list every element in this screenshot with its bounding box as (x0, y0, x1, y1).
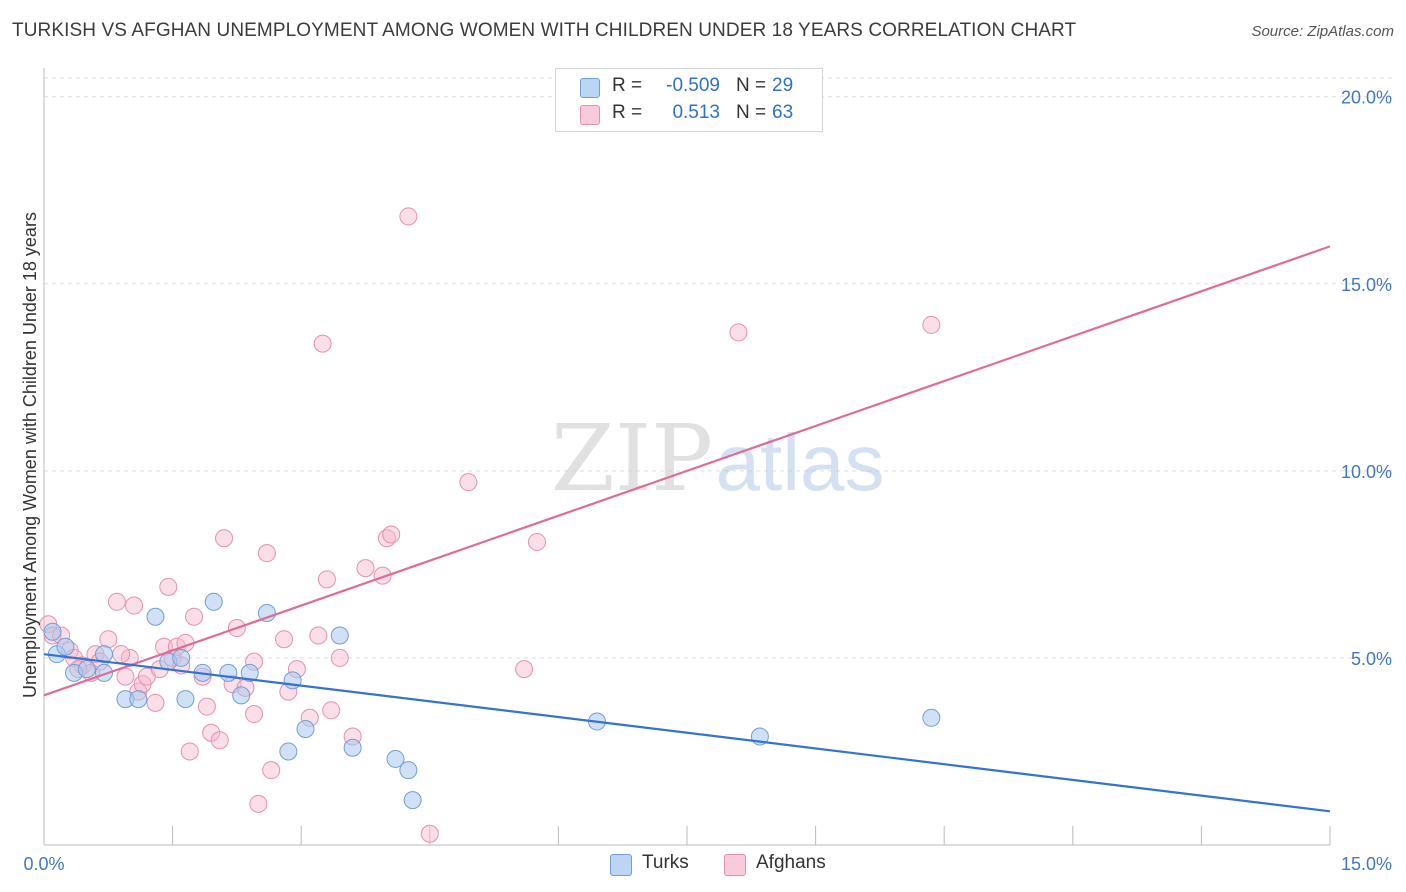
afghans-point (112, 645, 131, 664)
afghans-point (125, 596, 144, 615)
afghans-point (729, 323, 748, 342)
turks-point (240, 663, 259, 682)
trend-lines (43, 245, 1331, 813)
turks-point (219, 663, 238, 682)
y-tick-label: 15.0% (1341, 275, 1392, 295)
turks-point (43, 622, 62, 641)
afghans-swatch (580, 105, 600, 125)
afghans-trend-line (43, 245, 1331, 697)
afghans-point (159, 577, 178, 596)
turks-point (296, 720, 315, 739)
turks-n-value: 29 (772, 75, 794, 96)
afghans-point (99, 630, 118, 649)
chart-title: TURKISH VS AFGHAN UNEMPLOYMENT AMONG WOM… (12, 20, 1077, 41)
afghans-point (180, 742, 199, 761)
afghans-point (317, 570, 336, 589)
afghans-point (373, 566, 392, 585)
x-tick-labels: 0.0% 15.0% (23, 854, 1392, 874)
turks-point (95, 645, 114, 664)
turks-point (922, 708, 941, 727)
correlation-legend: R = -0.509 N = 29 R = 0.513 N = 63 (555, 68, 823, 132)
afghans-point (922, 315, 941, 334)
afghans-point (399, 207, 418, 226)
turks-point (386, 749, 405, 768)
turks-point (172, 648, 191, 667)
afghans-point (116, 667, 135, 686)
afghans-point (185, 607, 204, 626)
afghans-point (262, 761, 281, 780)
afghans-point (356, 559, 375, 578)
afghans-point (107, 592, 126, 611)
turks-point (399, 761, 418, 780)
turks-point (330, 626, 349, 645)
y-axis-label: Unemployment Among Women with Children U… (20, 212, 40, 698)
turks-point (176, 690, 195, 709)
turks-point (95, 663, 114, 682)
grid-lines (44, 77, 1392, 659)
turks-points (43, 592, 941, 810)
afghans-point (215, 529, 234, 548)
y-tick-label: 10.0% (1341, 462, 1392, 482)
turks-point (403, 791, 422, 810)
y-tick-label: 5.0% (1351, 649, 1392, 669)
afghans-point (257, 544, 276, 563)
x-tick-label: 0.0% (23, 854, 64, 874)
afghans-r-value: 0.513 (672, 102, 720, 123)
afghans-point (527, 532, 546, 551)
turks-point (343, 738, 362, 757)
afghans-point (197, 697, 216, 716)
legend-row-afghans: R = 0.513 N = 63 (556, 101, 822, 127)
afghans-point (146, 693, 165, 712)
turks-point (77, 660, 96, 679)
afghans-point (309, 626, 328, 645)
y-tick-labels: 5.0% 10.0% 15.0% 20.0% (1341, 88, 1392, 669)
axes (43, 68, 1331, 846)
afghans-n-value: 63 (772, 102, 794, 123)
turks-swatch (580, 78, 600, 98)
afghans-legend-label: Afghans (756, 852, 826, 873)
turks-point (56, 637, 75, 656)
afghans-point (420, 824, 439, 843)
watermark-zip: ZIP (551, 405, 713, 512)
turks-point (232, 686, 251, 705)
afghans-point (249, 794, 268, 813)
afghans-point (322, 701, 341, 720)
turks-r-label: R = (612, 75, 643, 96)
afghans-point (382, 525, 401, 544)
afghans-point (210, 731, 229, 750)
turks-point (279, 742, 298, 761)
watermark-atlas: atlas (716, 418, 885, 507)
afghans-point (515, 660, 534, 679)
turks-r-value: -0.509 (666, 75, 720, 96)
afghans-point (313, 334, 332, 353)
afghans-legend-swatch (724, 854, 746, 876)
turks-trend-line (43, 653, 1331, 813)
turks-n-label: N = (736, 75, 767, 96)
turks-point (146, 607, 165, 626)
turks-point (257, 604, 276, 623)
turks-legend-swatch (610, 854, 632, 876)
afghans-r-label: R = (612, 102, 643, 123)
afghans-point (330, 648, 349, 667)
x-tick-label: 15.0% (1341, 854, 1392, 874)
afghans-point (275, 630, 294, 649)
afghans-point (459, 473, 478, 492)
afghans-point (245, 705, 264, 724)
turks-point (204, 592, 223, 611)
turks-legend-label: Turks (642, 852, 689, 873)
afghans-n-label: N = (736, 102, 767, 123)
turks-point (129, 690, 148, 709)
legend-row-turks: R = -0.509 N = 29 (556, 74, 822, 100)
watermark: ZIP atlas (551, 405, 885, 512)
source-credit: Source: ZipAtlas.com (1251, 23, 1394, 40)
y-tick-label: 20.0% (1341, 88, 1392, 108)
